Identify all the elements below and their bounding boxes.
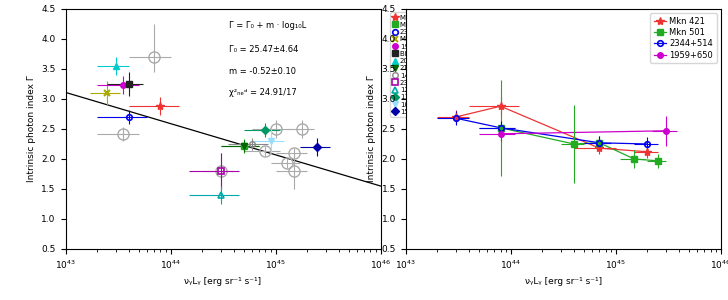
Text: Γ = Γ₀ + m · log₁₀L: Γ = Γ₀ + m · log₁₀L [229,21,306,30]
Legend: Mkn 421, Mkn 501, 2344+514, Mkn 180, 1959+650, BL Lac, 2005-489, 2155-304, 1426+: Mkn 421, Mkn 501, 2344+514, Mkn 180, 195… [390,13,439,117]
Legend: Mkn 421, Mkn 501, 2344+514, 1959+650: Mkn 421, Mkn 501, 2344+514, 1959+650 [650,13,716,63]
Text: Γ₀ = 25.47±4.64: Γ₀ = 25.47±4.64 [229,45,298,54]
Y-axis label: Intrinsic photon index Γ: Intrinsic photon index Γ [367,76,376,182]
Text: m = -0.52±0.10: m = -0.52±0.10 [229,67,296,76]
X-axis label: νᵧLᵧ [erg sr⁻¹ s⁻¹]: νᵧLᵧ [erg sr⁻¹ s⁻¹] [525,277,602,286]
X-axis label: νᵧLᵧ [erg sr⁻¹ s⁻¹]: νᵧLᵧ [erg sr⁻¹ s⁻¹] [184,277,261,286]
Y-axis label: Intrinsic photon index Γ: Intrinsic photon index Γ [27,76,36,182]
Text: χ²ₙₑᵈ = 24.91/17: χ²ₙₑᵈ = 24.91/17 [229,88,297,97]
